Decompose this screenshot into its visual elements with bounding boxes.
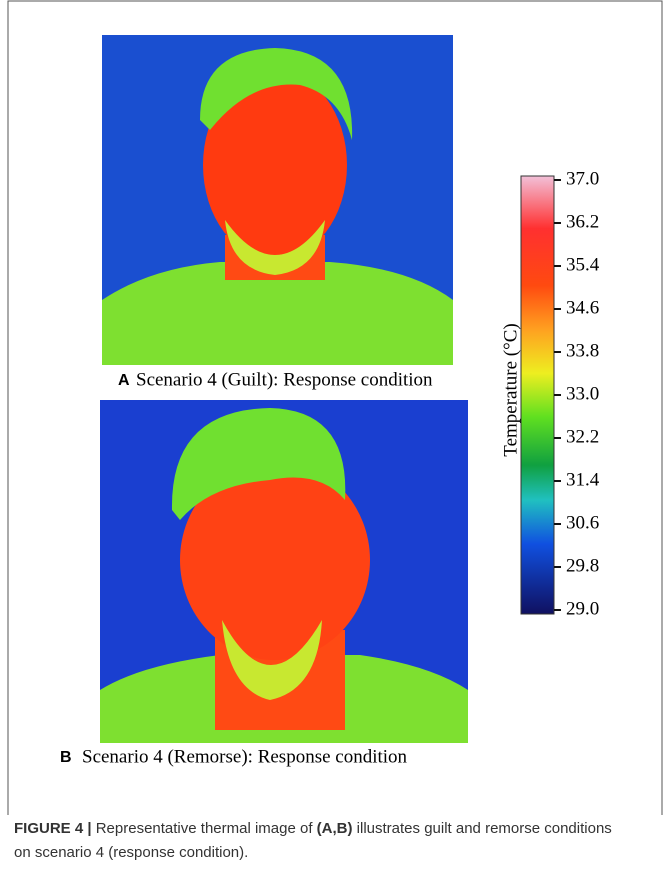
colorbar xyxy=(520,175,555,615)
caption-panels: (A,B) xyxy=(316,820,353,837)
caption-text: illustrates guilt and remorse conditions… xyxy=(14,820,612,861)
panel-letter: A xyxy=(118,372,130,389)
tick-label: 29.0 xyxy=(566,598,599,619)
colorbar-title: Temperature (°C) xyxy=(500,323,521,456)
caption: FIGURE 4 | Representative thermal image … xyxy=(14,817,614,865)
panel-label: Scenario 4 (Remorse): Response condition xyxy=(82,746,408,767)
tick-label: 31.4 xyxy=(566,469,600,490)
panel-letter: B xyxy=(60,749,72,766)
tick-label: 37.0 xyxy=(566,168,599,189)
caption-text: Representative thermal image of xyxy=(95,820,317,837)
figure: A Scenario 4 (Guilt): Response condition… xyxy=(7,0,663,815)
tick-label: 34.6 xyxy=(566,297,599,318)
tick-label: 35.4 xyxy=(566,254,600,275)
tick-label: 33.0 xyxy=(566,383,599,404)
thermal-image-b xyxy=(100,400,468,743)
tick-label: 29.8 xyxy=(566,555,599,576)
tick-label: 30.6 xyxy=(566,512,599,533)
caption-figure: FIGURE 4 | xyxy=(14,820,92,837)
tick-label: 36.2 xyxy=(566,211,599,232)
tick-label: 32.2 xyxy=(566,426,599,447)
colorbar-ticks: 37.0 36.2 35.4 34.6 33.8 33.0 32.2 31.4 30.6 29.8… xyxy=(554,168,600,619)
tick-label: 33.8 xyxy=(566,340,599,361)
panel-label: Scenario 4 (Guilt): Response condition xyxy=(136,369,433,390)
thermal-image-a xyxy=(102,35,453,365)
frame xyxy=(7,0,663,815)
